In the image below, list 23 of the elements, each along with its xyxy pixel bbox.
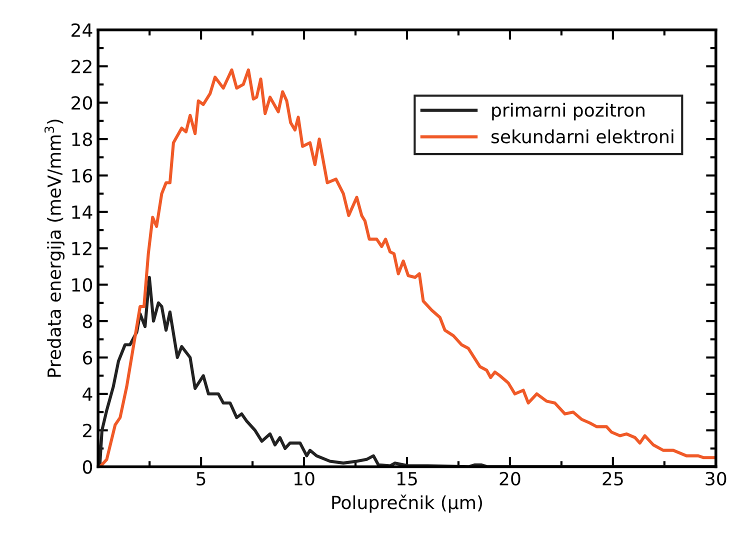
x-tick-label: 25 (602, 472, 623, 486)
x-tick-label: 30 (706, 472, 726, 486)
y-tick-label: 22 (72, 60, 92, 74)
x-axis-title: Poluprečnik (μm) (332, 494, 482, 513)
x-tick-label: 20 (500, 472, 520, 486)
y-tick-label: 6 (83, 350, 92, 365)
y-tick-label: 16 (72, 168, 92, 183)
x-tick-label: 10 (294, 472, 314, 486)
y-tick-label: 0 (82, 460, 92, 474)
y-tick-label: 10 (72, 278, 92, 292)
y-tick-label: 14 (72, 206, 92, 219)
y-tick-label: 4 (82, 388, 92, 401)
x-tick-label: 5 (196, 472, 206, 486)
legend-label: sekundarni elektroni (492, 129, 674, 144)
y-tick-label: 8 (82, 314, 92, 328)
x-tick-label: 15 (397, 472, 417, 486)
legend-label: primarni pozitron (492, 102, 644, 120)
y-tick-label: 12 (72, 242, 92, 256)
y-tick-label: 18 (72, 132, 92, 146)
y-tick-label: 2 (83, 424, 92, 438)
y-axis-title: Predata energija (meV/mm$^{3}$) (44, 120, 65, 377)
y-tick-label: 24 (72, 23, 92, 37)
y-tick-label: 20 (72, 96, 92, 110)
